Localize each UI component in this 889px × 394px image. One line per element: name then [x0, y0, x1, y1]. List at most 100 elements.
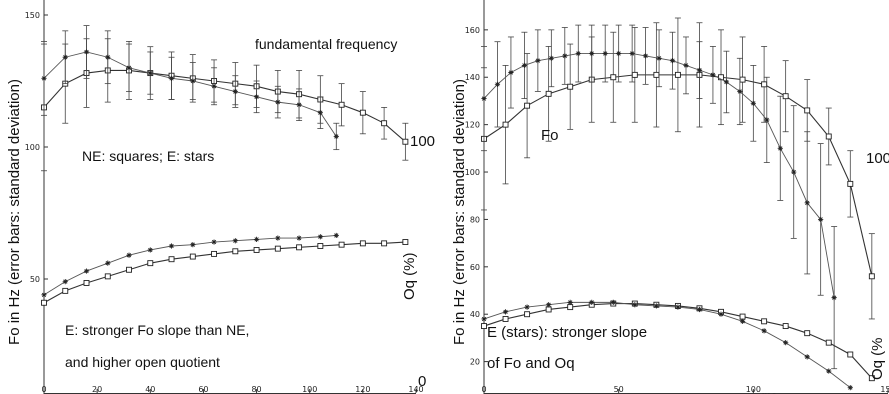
annotation: of Fo and Oq — [487, 355, 575, 372]
square-marker — [739, 313, 746, 320]
star-marker — [589, 50, 595, 57]
square-marker — [868, 375, 875, 382]
star-marker — [126, 65, 132, 71]
square-marker — [232, 248, 239, 255]
series-line — [483, 53, 835, 298]
x-tick-label: 20 — [92, 385, 102, 394]
star-marker — [761, 328, 767, 334]
star-marker — [62, 279, 68, 285]
star-marker — [696, 306, 703, 313]
star-marker — [764, 117, 770, 123]
star-marker — [190, 242, 196, 248]
star-marker — [575, 50, 581, 57]
star-marker — [847, 385, 853, 391]
square-marker — [41, 299, 47, 306]
square-marker — [804, 330, 811, 337]
star-marker — [602, 50, 608, 57]
series-e-oq — [41, 232, 339, 298]
star-marker — [126, 252, 132, 258]
square-marker — [825, 339, 832, 346]
star-marker — [275, 235, 281, 241]
right-axis-label: 100 — [410, 133, 435, 150]
square-marker — [502, 316, 509, 322]
star-marker — [481, 316, 487, 322]
square-marker — [502, 121, 509, 128]
square-marker — [189, 253, 196, 260]
square-marker — [296, 244, 303, 251]
star-marker — [535, 58, 541, 64]
star-marker — [105, 54, 111, 60]
square-marker — [402, 138, 409, 145]
star-marker — [656, 55, 662, 61]
series-line — [483, 301, 851, 389]
star-marker — [675, 304, 681, 310]
star-marker — [232, 88, 238, 95]
series-line — [43, 51, 337, 137]
star-marker — [632, 302, 638, 308]
square-marker — [481, 323, 487, 330]
star-marker — [710, 72, 716, 78]
star-marker — [718, 311, 724, 317]
y-tick-label: 160 — [465, 26, 480, 35]
x-tick-label: 80 — [251, 385, 261, 394]
square-marker — [804, 107, 811, 114]
star-marker — [147, 247, 153, 253]
star-marker — [723, 79, 729, 85]
star-marker — [567, 299, 573, 305]
square-marker — [126, 266, 132, 273]
series-e-fo — [41, 25, 340, 151]
square-marker — [761, 81, 768, 88]
series-line — [43, 241, 406, 304]
star-marker — [211, 83, 217, 89]
annotation: fundamental frequency — [255, 36, 397, 52]
right-axis-label: Oq (%) — [401, 252, 418, 300]
star-marker — [791, 169, 797, 175]
x-tick-label: 50 — [614, 385, 624, 394]
star-marker — [783, 340, 789, 346]
square-marker — [739, 76, 746, 83]
y-tick-label: 100 — [25, 143, 40, 152]
annotation: E (stars): stronger slope — [487, 324, 647, 341]
star-marker — [653, 303, 659, 309]
star-marker — [616, 50, 622, 57]
annotation: E: stronger Fo slope than NE, — [65, 322, 249, 338]
series-line — [43, 69, 406, 143]
star-marker — [804, 354, 810, 360]
left-chart-panel: 50 100 150 0 20 40 60 80 100 120 140 Fo in Hz (erro… — [6, 0, 435, 394]
series-e-oq — [481, 299, 853, 391]
star-marker — [253, 94, 260, 100]
square-marker — [253, 247, 260, 253]
square-marker — [381, 120, 388, 127]
square-marker — [274, 245, 281, 252]
square-marker — [782, 323, 789, 330]
y-tick-label: 120 — [465, 121, 480, 130]
star-marker — [737, 88, 743, 95]
series-ne-fo — [481, 17, 875, 320]
star-marker — [494, 81, 501, 87]
square-marker — [524, 311, 531, 318]
square-marker — [847, 351, 854, 358]
x-unit-label: ms — [363, 392, 378, 394]
star-marker — [508, 69, 514, 76]
square-marker — [168, 256, 175, 263]
star-marker — [643, 53, 649, 59]
star-marker — [105, 260, 111, 266]
square-marker — [359, 240, 366, 247]
star-marker — [739, 318, 746, 324]
y-tick-label: 50 — [30, 275, 40, 284]
star-marker — [589, 299, 595, 305]
star-marker — [147, 70, 153, 76]
square-marker — [338, 101, 345, 108]
square-marker — [381, 240, 388, 247]
star-marker — [610, 299, 616, 305]
x-tick-label: 0 — [481, 385, 486, 394]
star-marker — [317, 110, 323, 116]
star-marker — [831, 295, 837, 301]
star-marker — [546, 302, 552, 308]
star-marker — [317, 234, 323, 240]
square-marker — [674, 71, 681, 78]
star-marker — [296, 235, 302, 241]
star-marker — [521, 62, 527, 68]
square-marker — [211, 250, 218, 257]
